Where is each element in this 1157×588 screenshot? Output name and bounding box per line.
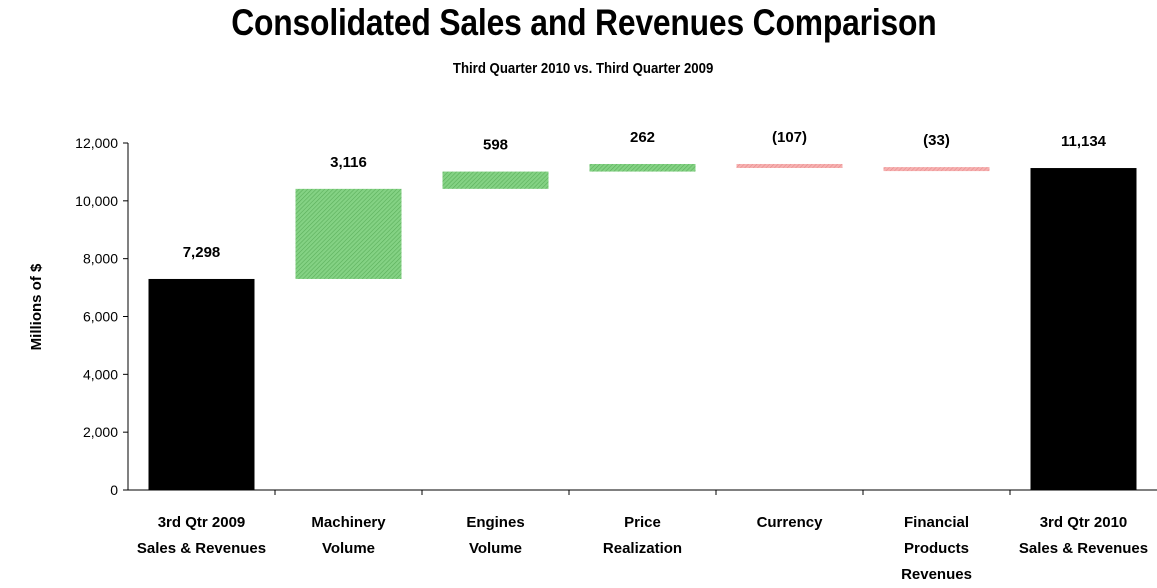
y-tick-label: 4,000 xyxy=(83,366,118,382)
category-label: Financial xyxy=(904,514,969,531)
bar-increase xyxy=(295,188,402,279)
category-label: Revenues xyxy=(901,566,972,583)
category-label: Sales & Revenues xyxy=(137,540,266,557)
bar-total xyxy=(148,278,255,490)
bar-decrease xyxy=(883,167,990,172)
category-label: Volume xyxy=(322,540,375,557)
data-label: 7,298 xyxy=(183,244,221,261)
y-axis: 0 2,000 4,000 6,000 8,000 10,000 12,000 xyxy=(75,135,129,498)
data-label: (107) xyxy=(772,129,807,146)
chart-subtitle: Third Quarter 2010 vs. Third Quarter 200… xyxy=(452,60,714,77)
data-label: 262 xyxy=(630,129,655,146)
data-label: 598 xyxy=(483,137,508,154)
y-tick-label: 12,000 xyxy=(75,135,118,151)
category-label: Price xyxy=(624,514,661,531)
category-label: 3rd Qtr 2009 xyxy=(158,514,246,531)
chart-title: Consolidated Sales and Revenues Comparis… xyxy=(231,2,937,43)
category-label: Realization xyxy=(603,540,682,557)
y-axis-title: Millions of $ xyxy=(28,263,45,350)
bar-increase xyxy=(589,163,696,172)
data-label: 3,116 xyxy=(330,154,367,171)
x-axis xyxy=(128,489,1157,495)
data-label: (33) xyxy=(923,132,950,149)
bars xyxy=(148,163,1137,490)
category-label: Sales & Revenues xyxy=(1019,540,1148,557)
bar-increase xyxy=(442,171,549,189)
category-label: 3rd Qtr 2010 xyxy=(1040,514,1128,531)
category-label: Currency xyxy=(757,514,824,531)
category-labels: 3rd Qtr 2009 Sales & Revenues Machinery Vol… xyxy=(137,514,1148,583)
data-labels: 7,298 3,116 598 262 (107) (33) 11,134 xyxy=(183,129,1107,261)
y-tick-label: 6,000 xyxy=(83,309,118,325)
bar-decrease xyxy=(736,163,843,168)
data-label: 11,134 xyxy=(1061,133,1107,150)
y-tick-label: 2,000 xyxy=(83,424,118,440)
y-tick-label: 8,000 xyxy=(83,251,118,267)
category-label: Engines xyxy=(466,514,524,531)
category-label: Volume xyxy=(469,540,522,557)
category-label: Machinery xyxy=(311,514,386,531)
y-tick-label: 0 xyxy=(110,482,118,498)
bar-total xyxy=(1030,168,1137,490)
y-tick-label: 10,000 xyxy=(75,193,118,209)
category-label: Products xyxy=(904,540,969,557)
